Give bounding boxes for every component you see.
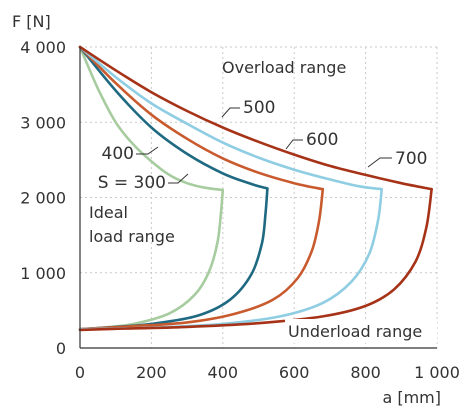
x-tick-label: 200 — [136, 363, 167, 382]
series-label-leader — [285, 139, 303, 150]
y-tick-label: 4 000 — [20, 38, 66, 57]
series-label: S = 300 — [98, 173, 166, 193]
series-label-leader — [168, 173, 189, 184]
underload-range-label: Underload range — [288, 322, 422, 341]
series-lower-curve — [78, 187, 433, 332]
x-tick-label: 1 000 — [414, 363, 460, 382]
y-tick-label: 0 — [56, 339, 66, 358]
series-upper-curve — [78, 45, 383, 191]
series-label: 600 — [306, 130, 338, 150]
axes: 0 200 400 600 800 1 000 0 1 000 2 000 3 000 4 000 — [20, 38, 460, 382]
series-label-leader — [136, 146, 159, 155]
ideal-range-label-line2: load range — [89, 227, 175, 246]
x-axis-title: a [mm] — [382, 388, 441, 407]
series-upper-curve — [78, 45, 433, 191]
series-label-leader — [367, 157, 392, 168]
series-lines — [78, 45, 433, 332]
y-tick-label: 3 000 — [20, 113, 66, 132]
ideal-range-label-line1: Ideal — [89, 203, 128, 222]
x-tick-label: 0 — [75, 363, 85, 382]
x-tick-label: 800 — [350, 363, 381, 382]
series-label-leader — [221, 107, 240, 118]
y-tick-label: 2 000 — [20, 189, 66, 208]
series-label: 500 — [243, 98, 275, 118]
x-tick-label: 600 — [279, 363, 310, 382]
x-tick-label: 400 — [208, 363, 239, 382]
series-upper-curve — [78, 45, 325, 191]
y-tick-label: 1 000 — [20, 264, 66, 283]
y-axis-title: F [N] — [12, 12, 51, 31]
series-label: 700 — [395, 149, 427, 169]
series-lower-curve — [78, 187, 325, 331]
grid — [80, 46, 438, 348]
labels: F [N] a [mm] Overload range Underload ra… — [12, 12, 441, 407]
series-upper-curve — [78, 45, 269, 190]
series-upper-curve — [78, 45, 225, 192]
series-label: 400 — [102, 144, 134, 164]
overload-range-label: Overload range — [222, 58, 346, 77]
